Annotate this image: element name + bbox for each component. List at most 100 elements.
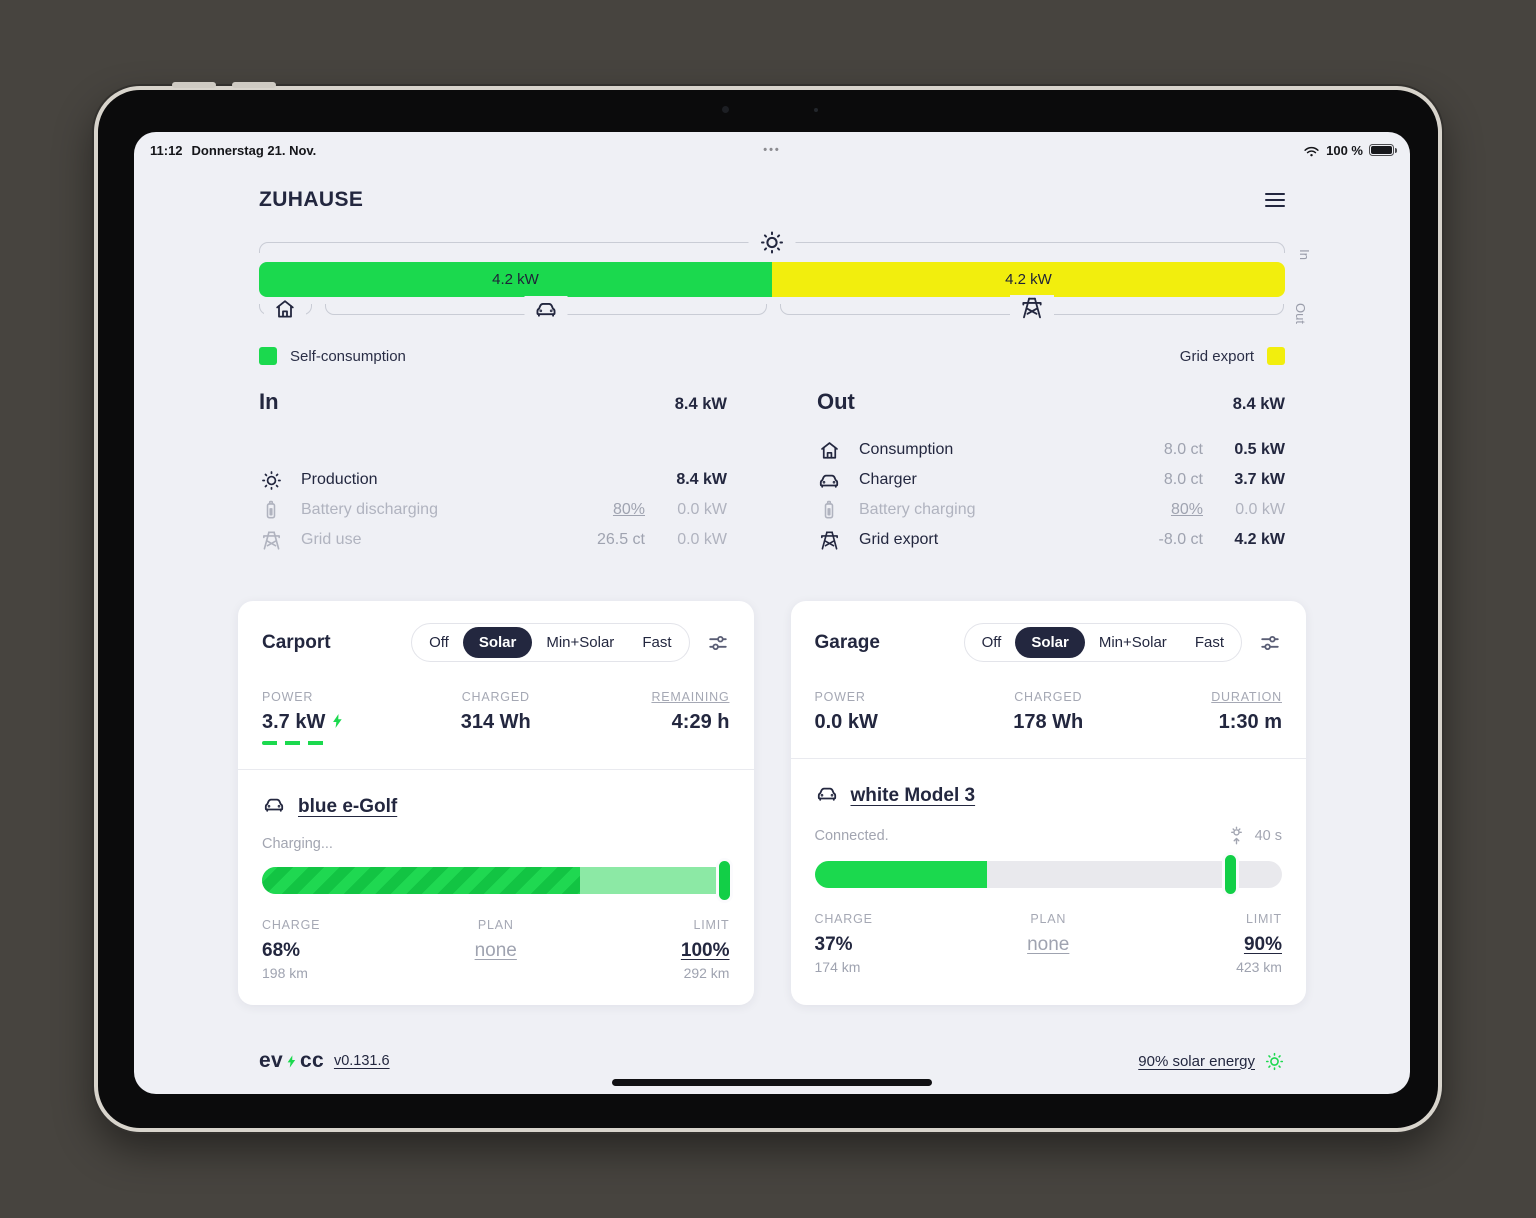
mode-off-button[interactable]: Off xyxy=(415,627,463,658)
status-bar: 11:12 Donnerstag 21. Nov. ••• 100 % xyxy=(134,132,1410,162)
carport-progress-fill xyxy=(262,867,580,894)
duration-label[interactable]: DURATION xyxy=(1211,690,1282,704)
in-total: 8.4 kW xyxy=(674,395,727,413)
limit-link[interactable]: 90% xyxy=(1243,934,1282,955)
grid-export-swatch xyxy=(1267,347,1285,365)
volume-down-button[interactable] xyxy=(232,82,276,88)
limit-link[interactable]: 100% xyxy=(680,940,730,961)
battery-percent: 100 % xyxy=(1326,142,1363,158)
grid-export-value: 4.2 kW xyxy=(1005,271,1052,288)
page-title: ZUHAUSE xyxy=(259,188,364,211)
vehicle-name-link[interactable]: blue e-Golf xyxy=(298,795,398,817)
limit-label: LIMIT xyxy=(693,918,730,932)
garage-soc-bar xyxy=(814,855,1282,894)
car-icon xyxy=(815,781,839,810)
energy-flow: In 4.2 kW 4.2 kW xyxy=(238,229,1312,326)
battery-soc-link[interactable]: 80% xyxy=(1170,501,1203,518)
camera-sensor xyxy=(814,108,818,112)
plan-label: PLAN xyxy=(477,918,514,932)
production-bracket: In xyxy=(259,229,1312,261)
flow-legend: Self-consumption Grid export xyxy=(238,347,1306,365)
mode-minsolar-button[interactable]: Min+Solar xyxy=(1085,627,1181,658)
charger-bracket xyxy=(324,296,767,326)
mode-fast-button[interactable]: Fast xyxy=(1181,627,1238,658)
mode-solar-button[interactable]: Solar xyxy=(1015,627,1085,658)
wifi-icon xyxy=(1303,142,1320,159)
volume-up-button[interactable] xyxy=(172,82,216,88)
garage-limit-marker[interactable] xyxy=(1225,855,1237,894)
charge-value: 68% xyxy=(262,940,301,961)
charged-label: CHARGED xyxy=(1014,690,1083,704)
sun-icon xyxy=(748,229,796,261)
charge-label: CHARGE xyxy=(262,918,321,932)
loadpoint-card-garage: Garage Off Solar Min+Solar Fast xyxy=(790,601,1306,1005)
mode-switch: Off Solar Min+Solar Fast xyxy=(411,623,690,662)
battery-icon xyxy=(1369,144,1397,156)
vehicle-name-link[interactable]: white Model 3 xyxy=(850,784,976,806)
charging-bolt-icon xyxy=(329,711,346,731)
carport-limit-marker[interactable] xyxy=(718,861,730,900)
carport-soc-bar xyxy=(262,861,730,900)
power-value: 0.0 kW xyxy=(814,711,878,733)
pylon-icon xyxy=(1009,295,1054,326)
in-axis-label: In xyxy=(1297,249,1313,260)
power-label: POWER xyxy=(814,690,866,704)
limit-range: 423 km xyxy=(1236,959,1282,975)
solar-forecast-icon xyxy=(1226,825,1247,846)
out-axis-label: Out xyxy=(1293,303,1309,324)
power-value: 3.7 kW xyxy=(262,711,326,733)
out-total: 8.4 kW xyxy=(1232,395,1285,413)
limit-range: 292 km xyxy=(683,965,730,981)
loadpoint-title: Carport xyxy=(262,631,331,653)
mode-off-button[interactable]: Off xyxy=(968,627,1016,658)
flow-segment-self: 4.2 kW xyxy=(259,262,772,297)
menu-button[interactable] xyxy=(1265,189,1285,211)
ipad-device: 11:12 Donnerstag 21. Nov. ••• 100 % ZUHA… xyxy=(94,82,1442,1132)
charged-label: CHARGED xyxy=(461,690,530,704)
home-indicator[interactable] xyxy=(612,1079,932,1086)
duration-value: 1:30 m xyxy=(1218,711,1282,733)
self-consumption-value: 4.2 kW xyxy=(492,271,539,288)
mode-minsolar-button[interactable]: Min+Solar xyxy=(532,627,628,658)
settings-sliders-icon[interactable] xyxy=(1258,631,1282,655)
row-battery-discharging: Battery discharging 80% 0.0 kW xyxy=(259,495,727,525)
mode-switch: Off Solar Min+Solar Fast xyxy=(963,623,1242,662)
remaining-label[interactable]: REMAINING xyxy=(651,690,730,704)
evcc-logo: ev cc xyxy=(259,1049,324,1072)
row-grid-use: Grid use 26.5 ct 0.0 kW xyxy=(259,525,727,555)
pylon-icon xyxy=(817,529,841,552)
row-battery-charging: Battery charging 80% 0.0 kW xyxy=(817,495,1285,525)
clock: 11:12 xyxy=(150,142,183,158)
battery-icon xyxy=(817,499,841,521)
energy-in-section: In 8.4 kW Production 8.4 kW xyxy=(259,389,727,555)
solar-timer: 40 s xyxy=(1254,827,1282,844)
front-camera xyxy=(722,106,729,113)
out-title: Out xyxy=(817,389,855,414)
grid-bracket xyxy=(779,295,1284,326)
loadpoint-title: Garage xyxy=(814,631,880,653)
in-title: In xyxy=(259,389,279,414)
pylon-icon xyxy=(259,529,283,552)
battery-soc-link[interactable]: 80% xyxy=(612,501,645,518)
consumption-brackets: Out xyxy=(259,295,1308,326)
house-icon xyxy=(817,439,841,462)
row-consumption: Consumption 8.0 ct 0.5 kW xyxy=(817,435,1285,465)
sun-icon xyxy=(259,469,283,492)
plan-link[interactable]: none xyxy=(474,940,517,961)
charged-value: 314 Wh xyxy=(460,711,531,733)
version-link[interactable]: v0.131.6 xyxy=(333,1053,390,1069)
settings-sliders-icon[interactable] xyxy=(706,631,730,655)
mode-solar-button[interactable]: Solar xyxy=(462,627,533,658)
multitasking-dots[interactable]: ••• xyxy=(763,144,781,156)
row-grid-export: Grid export -8.0 ct 4.2 kW xyxy=(817,525,1285,555)
plan-label: PLAN xyxy=(1030,912,1067,926)
solar-share-link[interactable]: 90% solar energy xyxy=(1138,1052,1255,1070)
charged-value: 178 Wh xyxy=(1013,711,1084,733)
house-icon xyxy=(264,297,307,326)
charge-value: 37% xyxy=(814,934,853,955)
vehicle-status-text: Connected. xyxy=(814,827,889,844)
charge-label: CHARGE xyxy=(814,912,873,926)
mode-fast-button[interactable]: Fast xyxy=(628,627,685,658)
plan-link[interactable]: none xyxy=(1027,934,1070,955)
charge-range: 198 km xyxy=(262,965,308,981)
